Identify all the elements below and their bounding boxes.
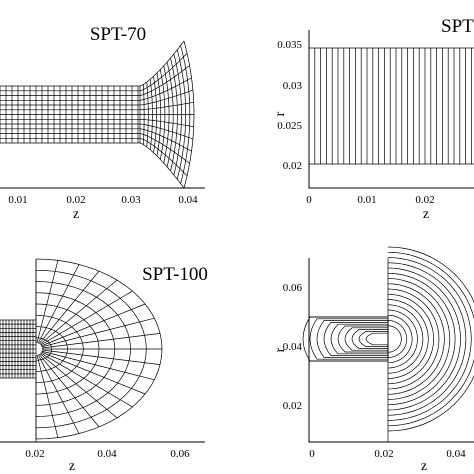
contour-xtick-1: 0 <box>309 448 315 460</box>
spt70-mesh <box>0 40 195 189</box>
radial-spoke <box>37 264 80 344</box>
radial-spoke <box>40 290 133 346</box>
outer-contour <box>387 299 429 379</box>
channel-xtick-2: 0.01 <box>357 194 376 206</box>
radial-spoke <box>39 279 118 345</box>
spt100-xtick-3: 0.06 <box>170 448 190 460</box>
inner-contour <box>316 320 389 358</box>
radial-spoke <box>41 333 161 349</box>
radial-spoke <box>38 270 100 345</box>
outer-contour <box>387 325 402 353</box>
flare-axial-line <box>139 65 190 96</box>
outer-contour <box>387 320 408 358</box>
outer-contour <box>387 288 440 390</box>
spt70-xtick-2: 0.02 <box>66 194 85 206</box>
spt70-title: SPT-70 <box>90 24 146 45</box>
flare-axial-line <box>139 101 194 111</box>
inner-contour <box>337 325 389 353</box>
contour-xtick-3: 0.04 <box>446 448 466 460</box>
spt100-xtick-2: 0.04 <box>97 448 117 460</box>
outer-contour <box>387 309 418 369</box>
radial-spoke <box>37 354 80 434</box>
radial-spoke <box>36 260 59 344</box>
spt100-title: SPT-100 <box>142 264 208 285</box>
spt100-x-label: z <box>69 459 75 474</box>
radial-spoke <box>36 354 59 438</box>
flare-axial-line <box>139 133 190 164</box>
channel-ytick-4: 0.02 <box>283 160 302 172</box>
spt100-xtick-1: 0.02 <box>25 448 44 460</box>
outer-contour <box>387 304 424 374</box>
flare-axial-line <box>139 89 194 106</box>
contour-ytick-1: 0.06 <box>283 282 303 294</box>
spt70-xtick-3: 0.03 <box>121 194 141 206</box>
flare-axial-line <box>139 77 192 101</box>
flare-axial-line <box>139 53 188 92</box>
contour-mesh <box>302 246 474 442</box>
outer-contour <box>387 251 474 427</box>
inner-contour <box>351 329 389 349</box>
outer-contour <box>387 272 456 406</box>
flare-axial-line <box>139 40 185 87</box>
radial-spoke <box>41 303 146 347</box>
panel-spt70: 0.01 0.02 0.03 0.04 z SPT-70 <box>0 24 205 222</box>
contour-xtick-2: 0.02 <box>374 448 393 460</box>
flare-axial-line <box>139 128 192 152</box>
channel-ytick-3: 0.025 <box>277 120 302 132</box>
panel-contour: 0.06 0.04 0.02 0 0.02 0.04 z r <box>273 246 474 474</box>
spt70-xtick-4: 0.04 <box>178 194 198 206</box>
panel-spt100: 0.02 0.04 0.06 z SPT-100 <box>0 258 208 474</box>
channel-axes <box>308 30 474 189</box>
contour-y-label: r <box>273 347 288 352</box>
spt70-x-label: z <box>73 207 79 222</box>
inner-contour <box>358 331 389 347</box>
spt70-xtick-1: 0.01 <box>8 194 27 206</box>
channel-ytick-2: 0.03 <box>283 80 303 92</box>
panel-spt-channel: 0.035 0.03 0.025 0.02 0 0.01 0.02 z r SP… <box>273 16 474 222</box>
channel-xtick-1: 0 <box>306 194 312 206</box>
radial-spoke <box>41 351 146 395</box>
radial-spoke <box>39 353 118 419</box>
flare-axial-line <box>139 142 185 189</box>
radial-spoke <box>41 350 155 381</box>
radial-spoke <box>40 352 133 408</box>
flare-axial-line <box>139 137 188 177</box>
inner-contour <box>365 332 389 346</box>
outer-contour <box>387 262 467 416</box>
contour-ticks <box>309 287 456 442</box>
inner-contour <box>302 316 389 362</box>
outer-contour <box>387 314 413 364</box>
contour-ytick-2: 0.04 <box>283 341 303 353</box>
outer-contour <box>387 246 474 432</box>
outer-contour <box>387 293 434 385</box>
inner-contour <box>309 318 389 360</box>
outer-contour <box>387 267 461 411</box>
flare-axial-line <box>139 118 194 128</box>
outer-contour <box>387 283 445 395</box>
radial-spoke <box>41 317 155 348</box>
channel-xtick-3: 0.02 <box>415 194 434 206</box>
spt100-mesh <box>0 258 163 442</box>
channel-title: SPT <box>441 16 474 37</box>
inner-contour <box>344 327 389 351</box>
inner-contour <box>330 323 389 355</box>
radial-spoke <box>41 349 161 365</box>
contour-axes <box>308 258 474 443</box>
contour-x-label: z <box>421 459 427 474</box>
radial-spoke <box>38 353 100 428</box>
channel-x-label: z <box>423 207 429 222</box>
flare-axial-line <box>139 123 194 140</box>
contour-ytick-3: 0.02 <box>283 400 302 412</box>
channel-ytick-1: 0.035 <box>277 39 302 51</box>
inner-contour <box>323 322 389 356</box>
outer-contour <box>387 257 472 421</box>
channel-mesh <box>308 47 474 165</box>
channel-y-label: r <box>273 111 288 116</box>
spt70-x-ticks <box>18 183 188 188</box>
outer-contour <box>387 278 451 400</box>
